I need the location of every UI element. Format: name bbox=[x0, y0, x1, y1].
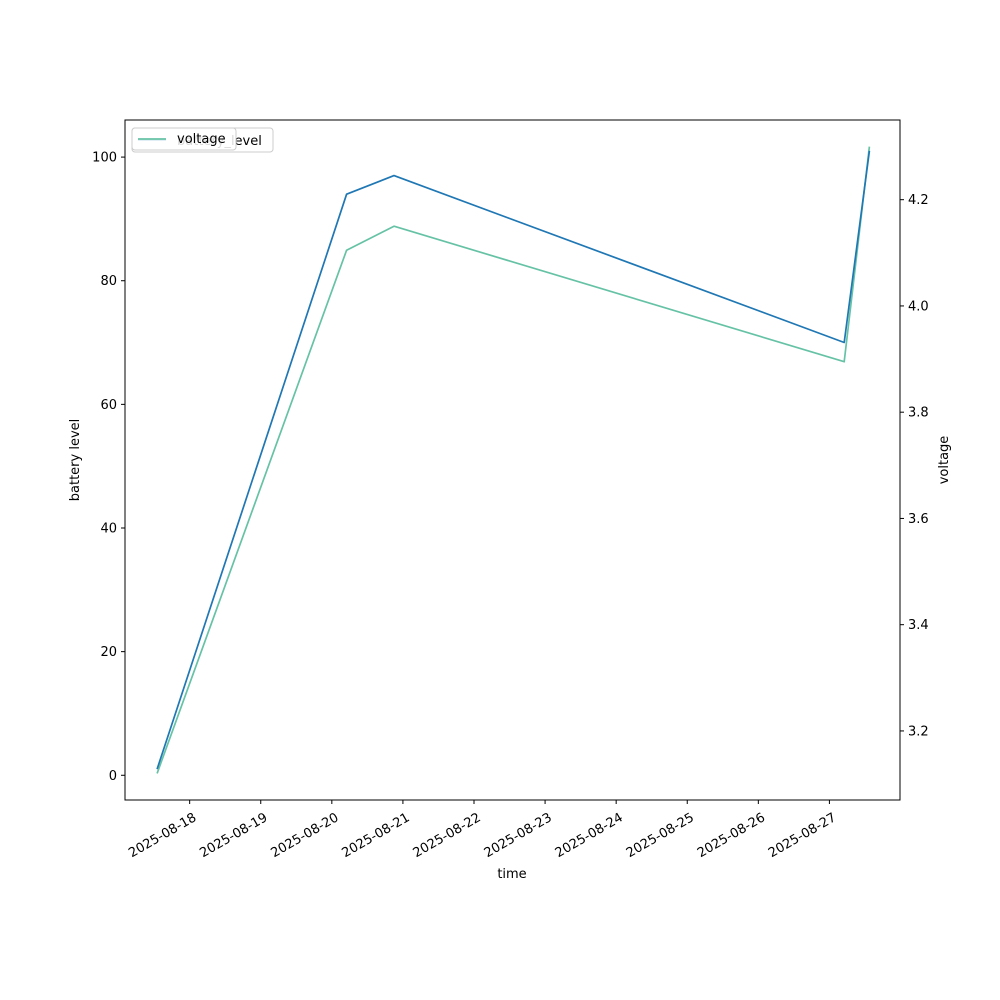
x-tick-label: 2025-08-22 bbox=[411, 810, 484, 861]
y-right-tick-label: 4.2 bbox=[908, 193, 929, 208]
legend-right-label: voltage bbox=[177, 132, 226, 147]
y-right-tick-label: 3.6 bbox=[908, 512, 929, 527]
x-tick-label: 2025-08-27 bbox=[766, 810, 839, 861]
legend-right: voltage bbox=[131, 127, 237, 151]
y-left-tick-label: 20 bbox=[100, 645, 117, 660]
x-tick-label: 2025-08-20 bbox=[268, 810, 341, 861]
x-axis-label: time bbox=[497, 867, 526, 882]
y-right-tick-label: 3.2 bbox=[908, 724, 929, 739]
y-axis-right-label: voltage bbox=[937, 436, 952, 485]
y-axis-left-label: battery level bbox=[68, 419, 83, 502]
y-right-tick-label: 4.0 bbox=[908, 299, 929, 314]
x-tick-label: 2025-08-25 bbox=[624, 810, 697, 861]
x-tick-label: 2025-08-19 bbox=[197, 810, 270, 861]
series-line-battery-level bbox=[156, 150, 871, 770]
y-left-tick-label: 100 bbox=[92, 151, 117, 166]
x-tick-label: 2025-08-21 bbox=[340, 810, 413, 861]
x-axis: 2025-08-182025-08-192025-08-202025-08-21… bbox=[126, 800, 839, 861]
x-tick-label: 2025-08-26 bbox=[695, 810, 768, 861]
y-left-tick-label: 40 bbox=[100, 522, 117, 537]
y-left-tick-label: 60 bbox=[100, 398, 117, 413]
y-axis-right: 3.2 3.4 3.6 3.8 4.0 4.2 bbox=[900, 193, 929, 739]
y-right-tick-label: 3.4 bbox=[908, 618, 929, 633]
y-axis-left: 0 20 40 60 80 100 bbox=[92, 151, 125, 784]
plot-lines bbox=[156, 146, 871, 774]
x-tick-label: 2025-08-23 bbox=[482, 810, 555, 861]
y-left-tick-label: 0 bbox=[109, 769, 117, 784]
x-tick-label: 2025-08-24 bbox=[553, 810, 626, 861]
y-right-tick-label: 3.8 bbox=[908, 406, 929, 421]
series-line-voltage bbox=[156, 146, 871, 774]
x-tick-label: 2025-08-18 bbox=[126, 810, 199, 861]
legend-right-box bbox=[131, 127, 237, 151]
y-left-tick-label: 80 bbox=[100, 274, 117, 289]
plot-frame bbox=[124, 119, 901, 801]
